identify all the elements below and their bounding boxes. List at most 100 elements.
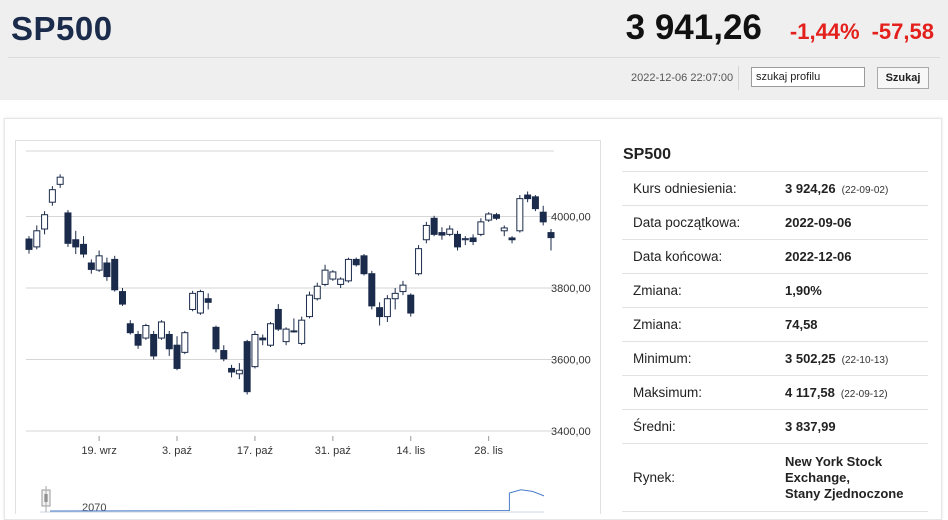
candle-down[interactable] [274, 304, 282, 331]
candle-down[interactable] [508, 236, 516, 244]
candle-body [189, 292, 197, 310]
candle-up[interactable] [33, 225, 41, 250]
candle-up[interactable] [337, 277, 345, 288]
candle-down[interactable] [531, 195, 539, 212]
candle-up[interactable] [446, 225, 454, 237]
x-tick-label: 19. wrz [81, 445, 116, 457]
candle-up[interactable] [415, 245, 423, 276]
candle-up[interactable] [391, 288, 399, 310]
candle-down[interactable] [430, 215, 438, 237]
candle-down[interactable] [134, 330, 142, 349]
candle-up[interactable] [251, 330, 259, 369]
candle-up[interactable] [313, 282, 321, 301]
candle-up[interactable] [56, 174, 64, 188]
reference-price-value: 3 924,26 [785, 181, 836, 196]
candle-down[interactable] [368, 270, 376, 310]
candle-down[interactable] [103, 257, 111, 281]
candle-body [267, 323, 275, 346]
y-tick-label: 4000,00 [551, 212, 591, 224]
candle-up[interactable] [157, 320, 165, 340]
candle-down[interactable] [126, 320, 134, 335]
info-label: Zmiana: [622, 273, 775, 308]
candle-down[interactable] [204, 293, 212, 310]
candle-down[interactable] [118, 288, 126, 306]
candle-up[interactable] [516, 195, 524, 233]
change-points-value: 74,58 [775, 307, 928, 342]
candle-body [492, 214, 500, 219]
candle-up[interactable] [267, 321, 275, 347]
candle-up[interactable] [290, 318, 298, 333]
candle-down[interactable] [539, 205, 547, 226]
candle-down[interactable] [165, 330, 173, 356]
header-divider [8, 57, 940, 58]
candle-up[interactable] [485, 212, 493, 222]
info-label: Data końcowa: [622, 239, 775, 274]
candle-up[interactable] [461, 236, 469, 246]
candle-up[interactable] [329, 270, 337, 281]
candle-down[interactable] [352, 257, 360, 267]
candle-down[interactable] [376, 302, 384, 326]
candle-up[interactable] [196, 289, 204, 315]
candle-down[interactable] [228, 364, 236, 378]
candle-up[interactable] [189, 290, 197, 312]
candle-down[interactable] [524, 191, 532, 203]
candle-body [461, 238, 469, 241]
average-value: 3 837,99 [775, 409, 928, 444]
candle-down[interactable] [87, 259, 95, 274]
candle-down[interactable] [25, 236, 33, 254]
candle-up[interactable] [344, 257, 352, 283]
candle-down[interactable] [259, 334, 267, 346]
candle-body [220, 350, 228, 360]
candle-body [274, 308, 282, 330]
candle-down[interactable] [360, 254, 368, 276]
candle-up[interactable] [477, 218, 485, 237]
candle-up[interactable] [181, 330, 189, 355]
candle-up[interactable] [142, 323, 150, 340]
instrument-info-table: Kurs odniesienia: 3 924,26 (22-09-02) Dat… [622, 171, 928, 512]
candle-up[interactable] [48, 186, 56, 206]
candle-body [469, 237, 477, 243]
candle-up[interactable] [305, 291, 313, 319]
candle-down[interactable] [64, 210, 72, 247]
candle-down[interactable] [243, 339, 251, 395]
search-button[interactable]: Szukaj [877, 67, 929, 89]
y-tick-label: 3800,00 [551, 283, 591, 295]
candle-down[interactable] [72, 230, 80, 255]
x-tick-label: 14. lis [396, 445, 425, 457]
info-row-change-points: Zmiana: 74,58 [622, 307, 928, 342]
candle-down[interactable] [492, 212, 500, 221]
quote-timestamp: 2022-12-06 22:07:00 [631, 72, 734, 84]
candle-up[interactable] [282, 327, 290, 346]
search-profile-input[interactable] [751, 67, 865, 87]
candle-down[interactable] [80, 236, 88, 258]
candle-body [118, 291, 126, 305]
price-chart[interactable]: 3400,00 3600,00 3800,00 4000,00 19. wrz 3. pa… [15, 140, 601, 514]
candle-up[interactable] [95, 250, 103, 272]
candlestick-chart-svg[interactable]: 3400,00 3600,00 3800,00 4000,00 19. wrz 3. pa… [16, 141, 600, 514]
ticker-symbol: SP500 [11, 10, 113, 47]
candle-up[interactable] [235, 363, 243, 380]
candle-body [485, 213, 493, 221]
market-line: New York Stock [785, 453, 883, 469]
candle-up[interactable] [383, 295, 391, 322]
candle-down[interactable] [150, 330, 158, 360]
candle-up[interactable] [422, 221, 430, 244]
candle-down[interactable] [407, 293, 415, 317]
candle-down[interactable] [212, 325, 220, 353]
candle-body [531, 196, 539, 210]
candle-up[interactable] [399, 280, 407, 296]
change-percent: -1,44% [789, 19, 860, 44]
candle-up[interactable] [500, 225, 508, 237]
candle-down[interactable] [173, 336, 181, 371]
candle-down[interactable] [220, 345, 228, 362]
candle-down[interactable] [547, 229, 555, 251]
candle-up[interactable] [298, 316, 306, 346]
candle-down[interactable] [438, 227, 446, 240]
candle-up[interactable] [321, 264, 329, 287]
candle-body [446, 228, 454, 235]
candle-up[interactable] [41, 211, 49, 235]
candle-down[interactable] [111, 255, 119, 292]
candle-body [212, 326, 220, 350]
candle-down[interactable] [469, 234, 477, 246]
candle-down[interactable] [454, 230, 462, 251]
